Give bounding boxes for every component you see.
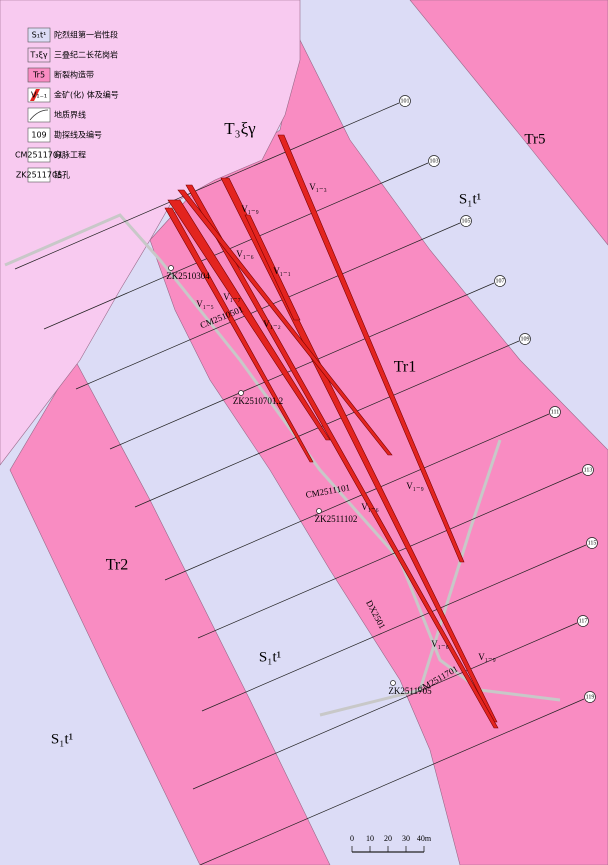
exploration-line (109, 282, 495, 450)
line-number-circle (577, 615, 589, 627)
legend-swatch (27, 127, 51, 143)
ore-vein (164, 207, 314, 463)
exploration-line (75, 222, 461, 390)
legend-symbol: ZK2511705 (16, 171, 62, 180)
map-label: V₁₋₆ (361, 502, 379, 512)
legend-symbol: CM2511701 (15, 151, 63, 160)
legend-label: 勘探线及编号 (54, 130, 102, 140)
map-label: V₁₋₆ (431, 639, 449, 649)
map-label: V₁₋₉ (478, 652, 496, 662)
legend-swatch (27, 147, 51, 163)
exploration-line (199, 698, 585, 865)
legend-symbol: V₁₋₁ (31, 91, 47, 100)
legend-swatch (27, 107, 51, 123)
line-number: 115 (588, 540, 597, 546)
map-label: V₁₋₉ (241, 204, 259, 214)
line-number: 103 (430, 158, 439, 164)
drill-hole (316, 508, 322, 514)
map-label: S₁t¹ (259, 649, 281, 665)
map-label: V₁₋₇ (223, 292, 241, 302)
line-number-circle (399, 95, 411, 107)
legend-symbol: 109 (31, 131, 46, 140)
ore-vein (185, 184, 499, 729)
scale-label: 20 (384, 834, 392, 843)
map-label: Tr5 (524, 131, 545, 147)
exploration-line (197, 471, 583, 639)
scale-label: 0 (350, 834, 354, 843)
exploration-line (201, 544, 587, 712)
line-number: 113 (584, 467, 593, 473)
line-number: 119 (586, 694, 595, 700)
map-label: S₁t¹ (459, 191, 481, 207)
legend-boundary (29, 109, 49, 121)
legend-label: 金矿(化) 体及编号 (54, 90, 119, 100)
map-label: V₁₋₃ (309, 182, 327, 192)
legend-swatch (27, 167, 51, 183)
legend-swatch (27, 27, 51, 43)
line-number-circle (519, 333, 531, 345)
tr5-zone (409, 0, 608, 246)
map-label: ZK2510304 (166, 271, 210, 281)
ore-vein (220, 177, 498, 723)
scale-label: 40m (417, 834, 432, 843)
line-number: 101 (401, 98, 410, 104)
ore-vein (277, 134, 465, 563)
map-label: V₁₋₉ (406, 481, 424, 491)
line-number-circle (549, 406, 561, 418)
ore-vein (167, 199, 331, 441)
legend-swatch (27, 67, 51, 83)
line-number: 105 (462, 218, 471, 224)
ore-veins (164, 134, 499, 729)
tr2-zone (9, 359, 331, 865)
ore-vein (244, 214, 301, 321)
line-number-circle (582, 464, 594, 476)
line-number: 111 (551, 409, 560, 415)
line-number-circle (586, 537, 598, 549)
scale-label: 10 (366, 834, 374, 843)
line-number-circle (494, 275, 506, 287)
exploration-line (192, 622, 578, 790)
legend-symbol: T₃ξγ (29, 51, 48, 60)
legend-label: 穿脉工程 (54, 150, 86, 160)
legend-symbol: S₁t¹ (32, 31, 47, 40)
legend-label: 三叠纪二长花岗岩 (54, 50, 118, 60)
legend-swatch (27, 47, 51, 63)
exploration-line (14, 102, 400, 270)
map-label: S₁t¹ (51, 731, 73, 747)
legend-label: 地质界线 (54, 110, 86, 120)
map-label: Tr1 (394, 359, 417, 376)
line-number-circle (428, 155, 440, 167)
ore-vein (177, 189, 393, 456)
exploration-line (164, 413, 550, 581)
map-label: T₃ξγ (224, 119, 256, 138)
legend-symbol: Tr5 (32, 71, 45, 80)
map-label: Tr2 (106, 557, 129, 574)
legend-vein (30, 89, 40, 101)
line-number-circle (460, 215, 472, 227)
line-number: 107 (496, 278, 505, 284)
map-label: V₁₋₁ (273, 266, 291, 276)
map-label: ZK2511705 (388, 686, 432, 696)
drill-hole (238, 390, 244, 396)
map-label: ZK2510701.2 (233, 396, 283, 406)
line-number-circle (584, 691, 596, 703)
scale-label: 30 (402, 834, 410, 843)
tunnel (319, 439, 502, 717)
drill-hole (390, 680, 396, 686)
legend-label: 钻孔 (54, 170, 70, 180)
legend-label: 断裂构造带 (54, 70, 94, 80)
map-label: V₁₋₅ (196, 299, 214, 309)
map-label: V₁₋₆ (236, 249, 254, 259)
drill-hole (168, 265, 174, 271)
line-number: 117 (579, 618, 588, 624)
map-label: ZK2511102 (315, 514, 358, 524)
line-number: 109 (521, 336, 530, 342)
exploration-line (43, 162, 429, 330)
map-label: V₁₋₂ (263, 319, 281, 329)
legend-label: 陀烈组第一岩性段 (54, 30, 118, 40)
